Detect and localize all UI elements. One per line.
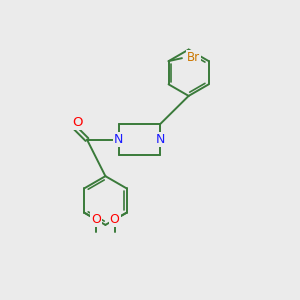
Text: O: O (91, 213, 101, 226)
Text: N: N (156, 133, 165, 146)
Text: Br: Br (187, 51, 200, 64)
Text: O: O (110, 213, 120, 226)
Text: N: N (114, 133, 124, 146)
Text: O: O (72, 116, 83, 129)
